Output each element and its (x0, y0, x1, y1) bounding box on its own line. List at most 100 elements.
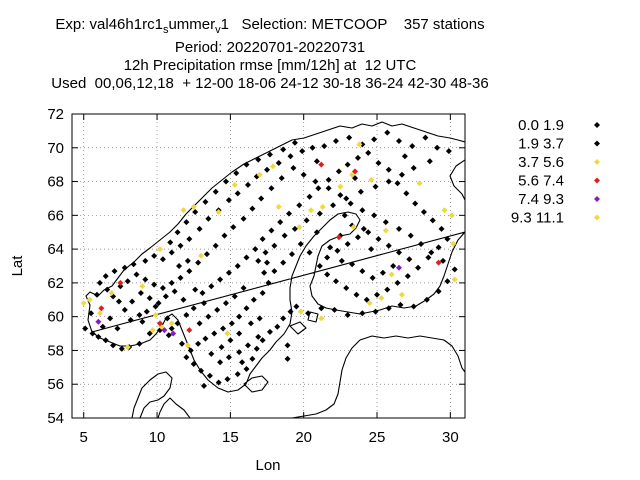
station-marker-class0-16 (180, 296, 187, 303)
station-marker-class0-82 (228, 320, 235, 327)
title-line-2: Period: 20220701-20220731 (174, 39, 366, 56)
station-marker-class0-59 (434, 144, 441, 151)
axis-ticks: 5 10 15 20 25 30 54 56 58 60 62 64 66 68 70 72 (47, 106, 465, 446)
station-marker-class0-93 (224, 376, 231, 383)
station-marker-class2-20 (388, 271, 395, 278)
station-marker-class2-25 (450, 241, 457, 248)
station-marker-class0-90 (198, 367, 205, 374)
station-marker-class0-182 (425, 254, 432, 261)
station-marker-class0-34 (159, 256, 166, 263)
station-marker-class0-171 (365, 149, 372, 156)
station-marker-class0-197 (354, 234, 361, 241)
station-marker-class0-260 (165, 332, 172, 339)
station-marker-class0-180 (444, 235, 451, 242)
station-marker-class0-88 (183, 354, 190, 361)
x-tick-label-1: 10 (149, 429, 166, 446)
station-marker-class0-43 (244, 181, 251, 188)
coastline-norway-sweden-finland (85, 121, 465, 393)
station-marker-class0-267 (341, 212, 348, 219)
station-marker-class0-120 (407, 232, 414, 239)
station-marker-class0-223 (214, 306, 221, 313)
legend-label-4: 7.4 9.3 (518, 191, 564, 208)
station-marker-class0-108 (359, 310, 366, 317)
station-marker-class0-94 (234, 371, 241, 378)
station-marker-class0-111 (397, 301, 404, 308)
station-marker-class0-98 (259, 337, 266, 344)
station-marker-class0-119 (418, 241, 425, 248)
station-marker-class0-170 (354, 154, 361, 161)
station-marker-class2-27 (297, 308, 304, 315)
station-marker-class0-204 (379, 269, 386, 276)
station-marker-class0-242 (174, 229, 181, 236)
station-marker-class0-161 (268, 227, 275, 234)
station-marker-class2-14 (308, 207, 315, 214)
title-line-4: Used 00,06,12,18 + 12-00 18-06 24-12 30-… (51, 75, 489, 92)
station-marker-class0-101 (280, 315, 287, 322)
station-marker-class0-184 (404, 273, 411, 280)
station-marker-class0-192 (324, 271, 331, 278)
station-marker-class0-160 (259, 235, 266, 242)
plot-frame (71, 113, 466, 419)
station-marker-class0-251 (266, 151, 273, 158)
station-marker-class3-0 (117, 279, 124, 286)
coastline-denmark (131, 371, 173, 418)
station-marker-class0-213 (368, 246, 375, 253)
station-marker-class0-217 (280, 259, 287, 266)
station-marker-class0-113 (423, 296, 430, 303)
station-marker-class0-166 (315, 185, 322, 192)
station-marker-class0-220 (240, 284, 247, 291)
station-marker-class0-139 (203, 251, 210, 258)
station-marker-class0-26 (104, 286, 111, 293)
station-marker-class0-89 (190, 360, 197, 367)
y-tick-label-1: 56 (47, 376, 64, 393)
station-marker-class0-126 (337, 192, 344, 199)
station-marker-class0-24 (115, 298, 122, 305)
y-tick-label-8: 70 (47, 140, 64, 157)
station-marker-class2-13 (296, 224, 303, 231)
station-marker-class0-258 (88, 310, 95, 317)
station-marker-class0-193 (316, 263, 323, 269)
station-marker-class0-36 (177, 242, 184, 249)
y-tick-label-7: 68 (47, 174, 64, 191)
station-marker-class0-115 (444, 278, 451, 285)
station-marker-class0-38 (196, 225, 203, 232)
station-marker-class0-159 (252, 246, 259, 253)
station-marker-class0-172 (375, 159, 382, 166)
title-line-3: 12h Precipitation rmse [mm/12h] at 12 UT… (123, 57, 417, 74)
station-marker-class0-66 (357, 188, 364, 195)
legend-marker-3 (594, 177, 600, 184)
y-tick-label-0: 54 (47, 410, 64, 427)
station-marker-class0-31 (130, 261, 137, 268)
station-marker-class0-178 (429, 217, 436, 224)
station-marker-class0-9 (146, 330, 153, 337)
station-marker-class0-102 (287, 308, 294, 315)
station-marker-class2-37 (108, 290, 115, 297)
station-marker-class0-130 (290, 165, 297, 172)
station-marker-class0-133 (258, 195, 265, 202)
station-marker-class0-183 (415, 264, 422, 271)
legend-label-0: 0.0 1.9 (518, 117, 564, 134)
station-marker-class0-218 (271, 268, 278, 275)
station-marker-class2-0 (80, 300, 87, 307)
station-marker-class0-190 (343, 284, 350, 291)
station-marker-class2-24 (448, 212, 455, 219)
station-marker-class0-227 (256, 315, 263, 322)
station-marker-class0-104 (305, 310, 312, 317)
station-marker-class0-35 (168, 249, 175, 256)
station-marker-class2-1 (86, 296, 93, 303)
station-marker-class0-200 (385, 242, 392, 249)
station-marker-class0-118 (428, 249, 435, 256)
station-marker-class0-221 (231, 293, 238, 300)
station-marker-class0-117 (440, 257, 447, 264)
station-marker-class0-65 (372, 183, 379, 190)
station-marker-class0-191 (332, 278, 339, 285)
station-marker-class0-63 (398, 171, 405, 178)
x-tick-label-0: 5 (80, 429, 88, 446)
station-marker-class0-103 (293, 303, 300, 310)
station-marker-class0-86 (195, 340, 202, 347)
station-marker-class0-74 (262, 249, 269, 256)
station-marker-class0-105 (318, 305, 325, 312)
station-marker-class0-246 (212, 188, 219, 195)
station-marker-class2-19 (368, 176, 375, 183)
station-marker-class0-270 (313, 158, 320, 165)
